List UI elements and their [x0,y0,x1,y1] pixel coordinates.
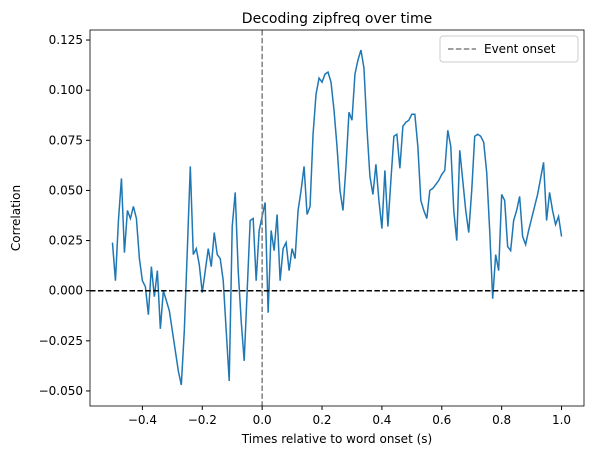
legend-box [439,35,579,63]
x-axis-label: Times relative to word onset (s) [241,432,432,446]
x-tick-label: 0.0 [253,413,272,427]
chart-title: Decoding zipfreq over time [242,11,432,27]
plot-frame [89,29,585,407]
y-tick-label: −0.025 [39,334,83,348]
x-tick-label: 0.8 [492,413,511,427]
y-tick-label: 0.125 [49,33,83,47]
x-tick-label: −0.4 [128,413,157,427]
x-tick-label: −0.2 [188,413,217,427]
x-tick-label: 0.4 [372,413,391,427]
x-tick-label: 1.0 [552,413,571,427]
y-tick-label: 0.025 [49,234,83,248]
y-tick-label: 0.050 [49,183,83,197]
x-tick-label: 0.2 [312,413,331,427]
legend-label: Event onset [484,42,556,56]
data-line [111,49,563,386]
y-tick-label: −0.050 [39,384,83,398]
y-tick-label: 0.075 [49,133,83,147]
y-tick-label: 0.100 [49,83,83,97]
y-tick-label: 0.000 [49,284,83,298]
y-axis-label: Correlation [9,185,23,251]
x-tick-label: 0.6 [432,413,451,427]
